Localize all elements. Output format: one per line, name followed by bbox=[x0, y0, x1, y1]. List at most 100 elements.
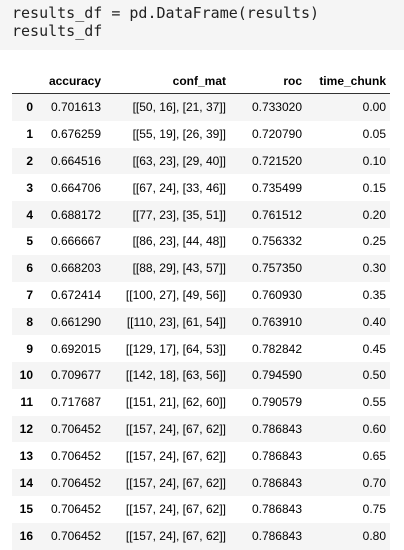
accuracy-header: accuracy bbox=[37, 68, 105, 94]
row-index: 13 bbox=[19, 448, 33, 463]
accuracy-cell: 0.706452 bbox=[50, 475, 101, 490]
time-chunk-cell: 0.80 bbox=[362, 529, 386, 544]
conf-mat-cell: [[110, 23], [61, 54]] bbox=[126, 314, 226, 329]
accuracy-cell: 0.706452 bbox=[50, 448, 101, 463]
conf-mat-cell: [[55, 19], [26, 39]] bbox=[132, 127, 226, 142]
accuracy-cell: 0.709677 bbox=[50, 368, 101, 383]
row-index: 3 bbox=[26, 180, 33, 195]
roc-header: roc bbox=[230, 68, 306, 94]
conf-mat-cell: [[86, 23], [44, 48]] bbox=[132, 234, 226, 249]
conf-mat-cell: [[157, 24], [67, 62]] bbox=[125, 502, 226, 517]
conf-mat-cell: [[67, 24], [33, 46]] bbox=[132, 180, 226, 195]
roc-cell: 0.756332 bbox=[251, 234, 302, 249]
accuracy-cell: 0.688172 bbox=[50, 207, 101, 222]
row-index: 9 bbox=[26, 341, 33, 356]
code-line[interactable]: results_df = pd.DataFrame(results) bbox=[12, 4, 320, 22]
time-chunk-cell: 0.15 bbox=[362, 180, 386, 195]
table-row: 0 0.701613 [[50, 16], [21, 37]] 0.733020 0.0… bbox=[12, 93, 390, 121]
row-index: 7 bbox=[26, 287, 33, 302]
accuracy-cell: 0.668203 bbox=[50, 261, 101, 276]
conf-mat-cell: [[142, 18], [63, 56]] bbox=[125, 368, 226, 383]
row-index: 2 bbox=[26, 153, 33, 168]
conf-mat-cell: [[157, 24], [67, 62]] bbox=[125, 448, 226, 463]
table-row: 9 0.692015 [[129, 17], [64, 53]] 0.782842 0.… bbox=[12, 335, 390, 362]
accuracy-cell: 0.661290 bbox=[50, 314, 101, 329]
roc-cell: 0.757350 bbox=[251, 261, 302, 276]
code-line[interactable]: results_df bbox=[12, 22, 103, 40]
table-row: 2 0.664516 [[63, 23], [29, 40]] 0.721520 0.1… bbox=[12, 147, 390, 175]
table-row: 14 0.706452 [[157, 24], [67, 62]] 0.786843 0… bbox=[12, 469, 390, 496]
conf-mat-cell: [[157, 24], [67, 62]] bbox=[125, 529, 226, 544]
row-index: 8 bbox=[26, 314, 33, 329]
index-header bbox=[12, 68, 37, 94]
accuracy-cell: 0.676259 bbox=[50, 127, 101, 142]
table-row: 4 0.688172 [[77, 23], [35, 51]] 0.761512 0.2… bbox=[12, 201, 390, 228]
time-chunk-cell: 0.55 bbox=[362, 395, 386, 410]
roc-cell: 0.782842 bbox=[251, 341, 302, 356]
conf-mat-header: conf_mat bbox=[105, 68, 230, 94]
time-chunk-cell: 0.10 bbox=[362, 153, 386, 168]
table-row: 16 0.706452 [[157, 24], [67, 62]] 0.786843 0… bbox=[12, 522, 390, 550]
roc-cell: 0.761512 bbox=[251, 207, 302, 222]
conf-mat-cell: [[77, 23], [35, 51]] bbox=[132, 207, 226, 222]
time-chunk-cell: 0.40 bbox=[362, 314, 386, 329]
table-row: 6 0.668203 [[88, 29], [43, 57]] 0.757350 0.3… bbox=[12, 254, 390, 282]
roc-cell: 0.794590 bbox=[251, 368, 302, 383]
row-index: 0 bbox=[26, 100, 33, 115]
accuracy-cell: 0.706452 bbox=[50, 529, 101, 544]
roc-cell: 0.760930 bbox=[251, 287, 302, 302]
row-index: 14 bbox=[19, 475, 33, 490]
row-index: 15 bbox=[19, 502, 33, 517]
time-chunk-cell: 0.20 bbox=[362, 207, 386, 222]
row-index: 11 bbox=[20, 395, 33, 410]
roc-cell: 0.786843 bbox=[251, 529, 302, 544]
row-index: 6 bbox=[26, 261, 33, 276]
conf-mat-cell: [[100, 27], [49, 56]] bbox=[125, 287, 226, 302]
accuracy-cell: 0.701613 bbox=[50, 100, 101, 115]
row-index: 12 bbox=[19, 421, 33, 436]
time-chunk-cell: 0.60 bbox=[362, 421, 386, 436]
table-row: 5 0.666667 [[86, 23], [44, 48]] 0.756332 0.2… bbox=[12, 228, 390, 255]
time-chunk-cell: 0.25 bbox=[362, 234, 386, 249]
roc-cell: 0.720790 bbox=[251, 127, 302, 142]
accuracy-cell: 0.706452 bbox=[50, 421, 101, 436]
time-chunk-header: time_chunk bbox=[306, 68, 390, 94]
table-row: 1 0.676259 [[55, 19], [26, 39]] 0.720790 0.0… bbox=[12, 121, 390, 148]
time-chunk-cell: 0.00 bbox=[362, 100, 386, 115]
table-row: 8 0.661290 [[110, 23], [61, 54]] 0.763910 0.… bbox=[12, 308, 390, 336]
roc-cell: 0.786843 bbox=[251, 448, 302, 463]
results-dataframe-table: accuracy conf_mat roc time_chunk 0 0.7016… bbox=[12, 68, 390, 550]
roc-cell: 0.786843 bbox=[251, 502, 302, 517]
accuracy-cell: 0.672414 bbox=[50, 287, 101, 302]
row-index: 10 bbox=[19, 368, 33, 383]
roc-cell: 0.721520 bbox=[251, 153, 302, 168]
roc-cell: 0.786843 bbox=[251, 421, 302, 436]
accuracy-cell: 0.717687 bbox=[50, 395, 101, 410]
conf-mat-cell: [[157, 24], [67, 62]] bbox=[125, 475, 226, 490]
accuracy-cell: 0.692015 bbox=[50, 341, 101, 356]
row-index: 5 bbox=[26, 234, 33, 249]
accuracy-cell: 0.706452 bbox=[50, 502, 101, 517]
row-index: 16 bbox=[19, 529, 33, 544]
conf-mat-cell: [[50, 16], [21, 37]] bbox=[132, 100, 226, 115]
time-chunk-cell: 0.70 bbox=[362, 475, 386, 490]
code-cell[interactable]: results_df = pd.DataFrame(results) resul… bbox=[0, 0, 404, 50]
table-row: 10 0.709677 [[142, 18], [63, 56]] 0.794590 0… bbox=[12, 361, 390, 389]
table-row: 12 0.706452 [[157, 24], [67, 62]] 0.786843 0… bbox=[12, 415, 390, 443]
conf-mat-cell: [[157, 24], [67, 62]] bbox=[125, 421, 226, 436]
time-chunk-cell: 0.75 bbox=[362, 502, 386, 517]
table-row: 13 0.706452 [[157, 24], [67, 62]] 0.786843 0… bbox=[12, 442, 390, 469]
time-chunk-cell: 0.30 bbox=[362, 261, 386, 276]
conf-mat-cell: [[88, 29], [43, 57]] bbox=[132, 261, 226, 276]
conf-mat-cell: [[129, 17], [64, 53]] bbox=[125, 341, 226, 356]
accuracy-cell: 0.666667 bbox=[50, 234, 101, 249]
row-index: 4 bbox=[26, 207, 33, 222]
row-index: 1 bbox=[26, 127, 33, 142]
accuracy-cell: 0.664706 bbox=[50, 180, 101, 195]
table-row: 15 0.706452 [[157, 24], [67, 62]] 0.786843 0… bbox=[12, 496, 390, 523]
time-chunk-cell: 0.65 bbox=[362, 448, 386, 463]
roc-cell: 0.735499 bbox=[251, 180, 302, 195]
table-row: 3 0.664706 [[67, 24], [33, 46]] 0.735499 0.1… bbox=[12, 174, 390, 201]
time-chunk-cell: 0.50 bbox=[362, 368, 386, 383]
conf-mat-cell: [[151, 21], [62, 60]] bbox=[125, 395, 226, 410]
